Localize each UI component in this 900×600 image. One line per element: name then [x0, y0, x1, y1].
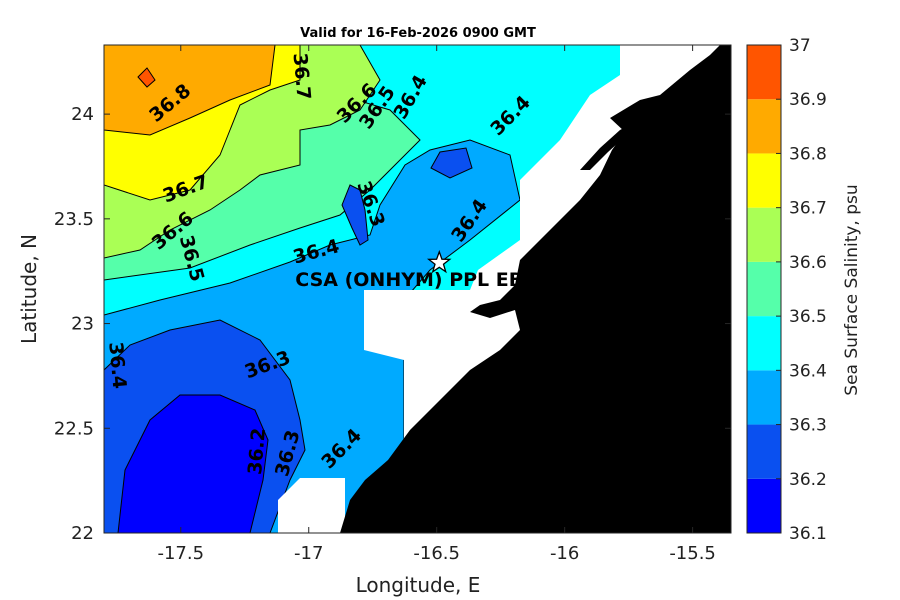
- x-axis: -17.5 -17 -16.5 -16 -15.5: [157, 45, 716, 564]
- x-tick-label: -15.5: [669, 543, 716, 564]
- y-tick-label: 24: [71, 104, 94, 125]
- salinity-band-36-1: [117, 394, 269, 533]
- colorbar-tick-label: 36.5: [789, 307, 827, 327]
- x-tick-label: -16.5: [413, 543, 460, 564]
- colorbar-swatch: [747, 316, 781, 371]
- colorbar-tick-label: 36.9: [789, 90, 827, 110]
- land-mass: [340, 45, 731, 533]
- salinity-pocket-36-2-north: [430, 147, 473, 179]
- salinity-band-36-8: [104, 45, 276, 136]
- y-axis: 22 22.5 23 23.5 24: [54, 104, 731, 544]
- x-tick-label: -17.5: [157, 543, 204, 564]
- map-title: Valid for 16-Feb-2026 0900 GMT: [300, 26, 536, 41]
- y-tick-label: 22.5: [54, 418, 94, 439]
- colorbar-tick-label: 36.8: [789, 144, 827, 164]
- contour-label: 36.4: [104, 341, 130, 390]
- coastal-island: [580, 122, 635, 170]
- y-axis-label: Latitude, N: [17, 234, 41, 344]
- colorbar-tick-label: 36.4: [789, 361, 827, 381]
- contour-label: 36.7: [289, 52, 315, 101]
- colorbar: 36.1 36.2 36.3 36.4 36.5 36.6 36.7 36.8 36.9 37: [746, 36, 827, 544]
- colorbar-swatch: [747, 99, 781, 154]
- colorbar-swatch: [747, 424, 781, 479]
- x-axis-label: Longitude, E: [356, 573, 481, 597]
- colorbar-tick-label: 37: [789, 36, 811, 56]
- colorbar-swatch: [747, 370, 781, 425]
- salinity-band-36-9: [137, 67, 156, 88]
- colorbar-swatch: [747, 207, 781, 262]
- colorbar-tick-label: 36.6: [789, 253, 827, 273]
- station-label: CSA (ONHYM) PPL EBS - We: [295, 269, 591, 291]
- colorbar-frame: [746, 44, 782, 534]
- map-frame: [103, 44, 732, 534]
- salinity-pocket-36-2-center: [341, 184, 369, 246]
- colorbar-tick-label: 36.2: [789, 470, 827, 490]
- colorbar-swatch: [747, 261, 781, 317]
- station-marker: CSA (ONHYM) PPL EBS - We: [295, 249, 591, 291]
- x-tick-label: -16: [550, 543, 579, 564]
- y-tick-label: 23.5: [54, 209, 94, 230]
- map-area: [104, 45, 731, 533]
- colorbar-tick-label: 36.1: [789, 524, 827, 544]
- colorbar-label: Sea Surface Salinity, psu: [842, 184, 862, 395]
- colorbar-swatch: [747, 45, 781, 100]
- y-tick-label: 22: [71, 523, 94, 544]
- contour-label: 36.2: [244, 427, 270, 476]
- colorbar-tick-label: 36.3: [789, 416, 827, 436]
- station-star-icon: [426, 249, 452, 274]
- x-tick-label: -17: [294, 543, 323, 564]
- y-tick-label: 23: [71, 314, 94, 335]
- colorbar-swatch: [747, 478, 781, 533]
- colorbar-tick-label: 36.7: [789, 199, 827, 219]
- colorbar-swatch: [747, 153, 781, 208]
